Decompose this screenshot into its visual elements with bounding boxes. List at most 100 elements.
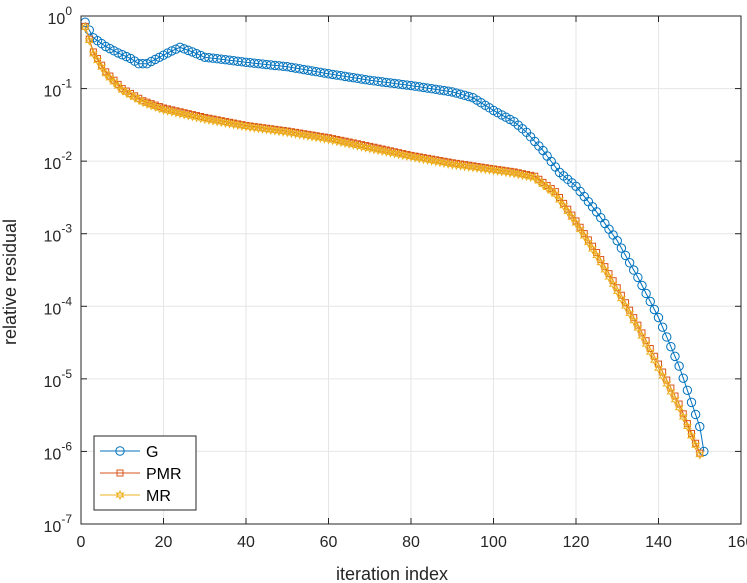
data-point xyxy=(567,212,577,223)
legend-item-mr: MR xyxy=(100,488,171,505)
data-point xyxy=(659,368,667,376)
data-point xyxy=(608,279,618,290)
legend-marker-square-icon xyxy=(116,469,124,477)
data-point xyxy=(600,264,610,276)
data-point xyxy=(121,51,132,62)
data-point xyxy=(670,394,680,406)
legend-label: G xyxy=(146,444,158,461)
data-point xyxy=(101,68,111,80)
data-point xyxy=(633,272,643,283)
data-point xyxy=(645,296,655,307)
data-point xyxy=(612,236,622,246)
data-point xyxy=(97,61,107,73)
y-tick-label: 10-2 xyxy=(44,149,73,173)
data-point xyxy=(563,206,573,217)
data-point xyxy=(125,89,136,101)
x-tick-label: 0 xyxy=(77,534,86,551)
y-tick-label: 10-6 xyxy=(44,439,73,463)
y-tick-label: 10-5 xyxy=(44,367,73,391)
data-point xyxy=(641,288,651,299)
data-point xyxy=(179,44,189,54)
y-tick-label: 10-4 xyxy=(44,294,73,318)
x-tick-label: 140 xyxy=(645,534,672,551)
data-point xyxy=(666,341,676,352)
data-point xyxy=(113,80,123,92)
y-tick-label: 10-3 xyxy=(44,222,73,246)
data-point xyxy=(546,185,556,197)
legend-marker-circle-icon xyxy=(115,446,125,456)
data-point xyxy=(542,182,552,193)
x-tick-label: 40 xyxy=(237,534,255,551)
data-point xyxy=(662,378,672,390)
legend-label: MR xyxy=(146,488,171,505)
legend-marker-hexagram-icon xyxy=(115,489,125,501)
y-tick-exponent: 0 xyxy=(65,4,72,18)
data-point xyxy=(175,42,185,53)
data-point xyxy=(624,258,635,268)
y-tick-base: 10 xyxy=(44,156,62,173)
data-point xyxy=(109,76,119,88)
y-tick-exponent: -6 xyxy=(61,439,72,453)
data-point xyxy=(655,360,662,368)
data-point xyxy=(596,257,606,268)
data-point xyxy=(604,271,614,283)
data-point xyxy=(691,440,701,451)
data-point xyxy=(674,361,684,371)
x-tick-label: 20 xyxy=(155,534,173,551)
y-tick-base: 10 xyxy=(44,519,62,536)
data-point xyxy=(625,308,635,319)
data-point xyxy=(616,243,627,253)
x-tick-labels: 0 20 40 60 80 100 120 140 160 xyxy=(77,534,747,551)
data-point xyxy=(649,354,659,366)
data-point xyxy=(550,188,560,200)
legend-item-pmr: PMR xyxy=(100,466,182,483)
data-point xyxy=(612,286,622,297)
data-point xyxy=(130,92,140,103)
y-tick-exponent: -1 xyxy=(61,77,72,91)
y-tick-exponent: -4 xyxy=(61,294,72,308)
y-tick-base: 10 xyxy=(44,446,62,463)
data-point xyxy=(678,373,688,383)
data-point xyxy=(187,47,198,57)
y-tick-exponent: -3 xyxy=(61,222,72,236)
data-point xyxy=(620,250,631,261)
ticks xyxy=(80,15,742,525)
data-point xyxy=(686,397,697,408)
series-mr xyxy=(80,21,705,460)
x-tick-label: 160 xyxy=(728,534,747,551)
data-point xyxy=(592,250,602,261)
y-tick-exponent: -7 xyxy=(61,512,72,526)
data-point xyxy=(678,411,688,423)
data-point xyxy=(191,48,202,59)
data-point xyxy=(674,402,684,413)
data-point xyxy=(662,332,672,342)
data-point xyxy=(629,265,639,275)
data-point xyxy=(658,370,668,382)
y-tick-exponent: -2 xyxy=(61,149,72,163)
data-point xyxy=(121,87,131,98)
data-point xyxy=(653,312,664,323)
legend-item-g: G xyxy=(100,444,158,461)
data-point xyxy=(167,46,177,56)
x-tick-label: 60 xyxy=(320,534,338,551)
data-point xyxy=(695,449,705,460)
y-tick-base: 10 xyxy=(44,229,62,246)
data-point xyxy=(84,35,94,46)
data-point xyxy=(686,430,697,442)
y-tick-base: 10 xyxy=(48,11,66,28)
y-tick-label: 100 xyxy=(48,4,73,28)
data-point xyxy=(637,330,647,342)
data-point xyxy=(554,194,565,206)
y-axis-label: relative residual xyxy=(0,219,20,345)
data-point xyxy=(530,172,540,184)
data-point xyxy=(641,338,651,350)
data-point xyxy=(117,84,127,96)
data-point xyxy=(464,91,474,102)
data-point xyxy=(645,346,655,358)
legend: G PMR MR xyxy=(93,435,197,511)
series-layer xyxy=(80,17,709,460)
y-tick-base: 10 xyxy=(44,374,62,391)
data-point xyxy=(682,421,692,432)
